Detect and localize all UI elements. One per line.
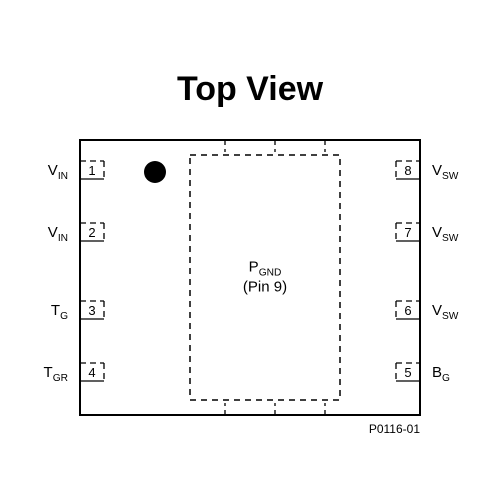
- pin-label-left: VIN: [48, 224, 68, 244]
- pin-number: 3: [88, 303, 95, 318]
- pin-number: 7: [404, 225, 411, 240]
- pin-label-left: TGR: [44, 364, 68, 384]
- diagram-title: Top View: [177, 70, 324, 108]
- package-outline: [80, 140, 420, 415]
- pin-label-right: VSW: [432, 224, 459, 244]
- pin-label-right: VSW: [432, 302, 459, 322]
- pin-number: 1: [88, 163, 95, 178]
- pinout-diagram: Top View PGND(Pin 9) 1 VIN 2 VIN 3 TG 4 TGR 8 VSW 7 V…: [0, 0, 500, 500]
- pin-number: 5: [404, 365, 411, 380]
- pin-number: 8: [404, 163, 411, 178]
- pin-number: 4: [88, 365, 95, 380]
- diagram-svg: Top View PGND(Pin 9) 1 VIN 2 VIN 3 TG 4 TGR 8 VSW 7 V…: [0, 0, 500, 500]
- pin-label-left: TG: [51, 302, 68, 322]
- thermal-pad-pin9: (Pin 9): [243, 279, 287, 296]
- thermal-pad-label: PGND: [249, 259, 282, 279]
- footer-code: P0116-01: [369, 422, 420, 436]
- pin1-marker-icon: [144, 161, 166, 183]
- pin-number: 6: [404, 303, 411, 318]
- pin-label-right: VSW: [432, 162, 459, 182]
- pin-number: 2: [88, 225, 95, 240]
- pin-label-left: VIN: [48, 162, 68, 182]
- pin-label-right: BG: [432, 364, 450, 384]
